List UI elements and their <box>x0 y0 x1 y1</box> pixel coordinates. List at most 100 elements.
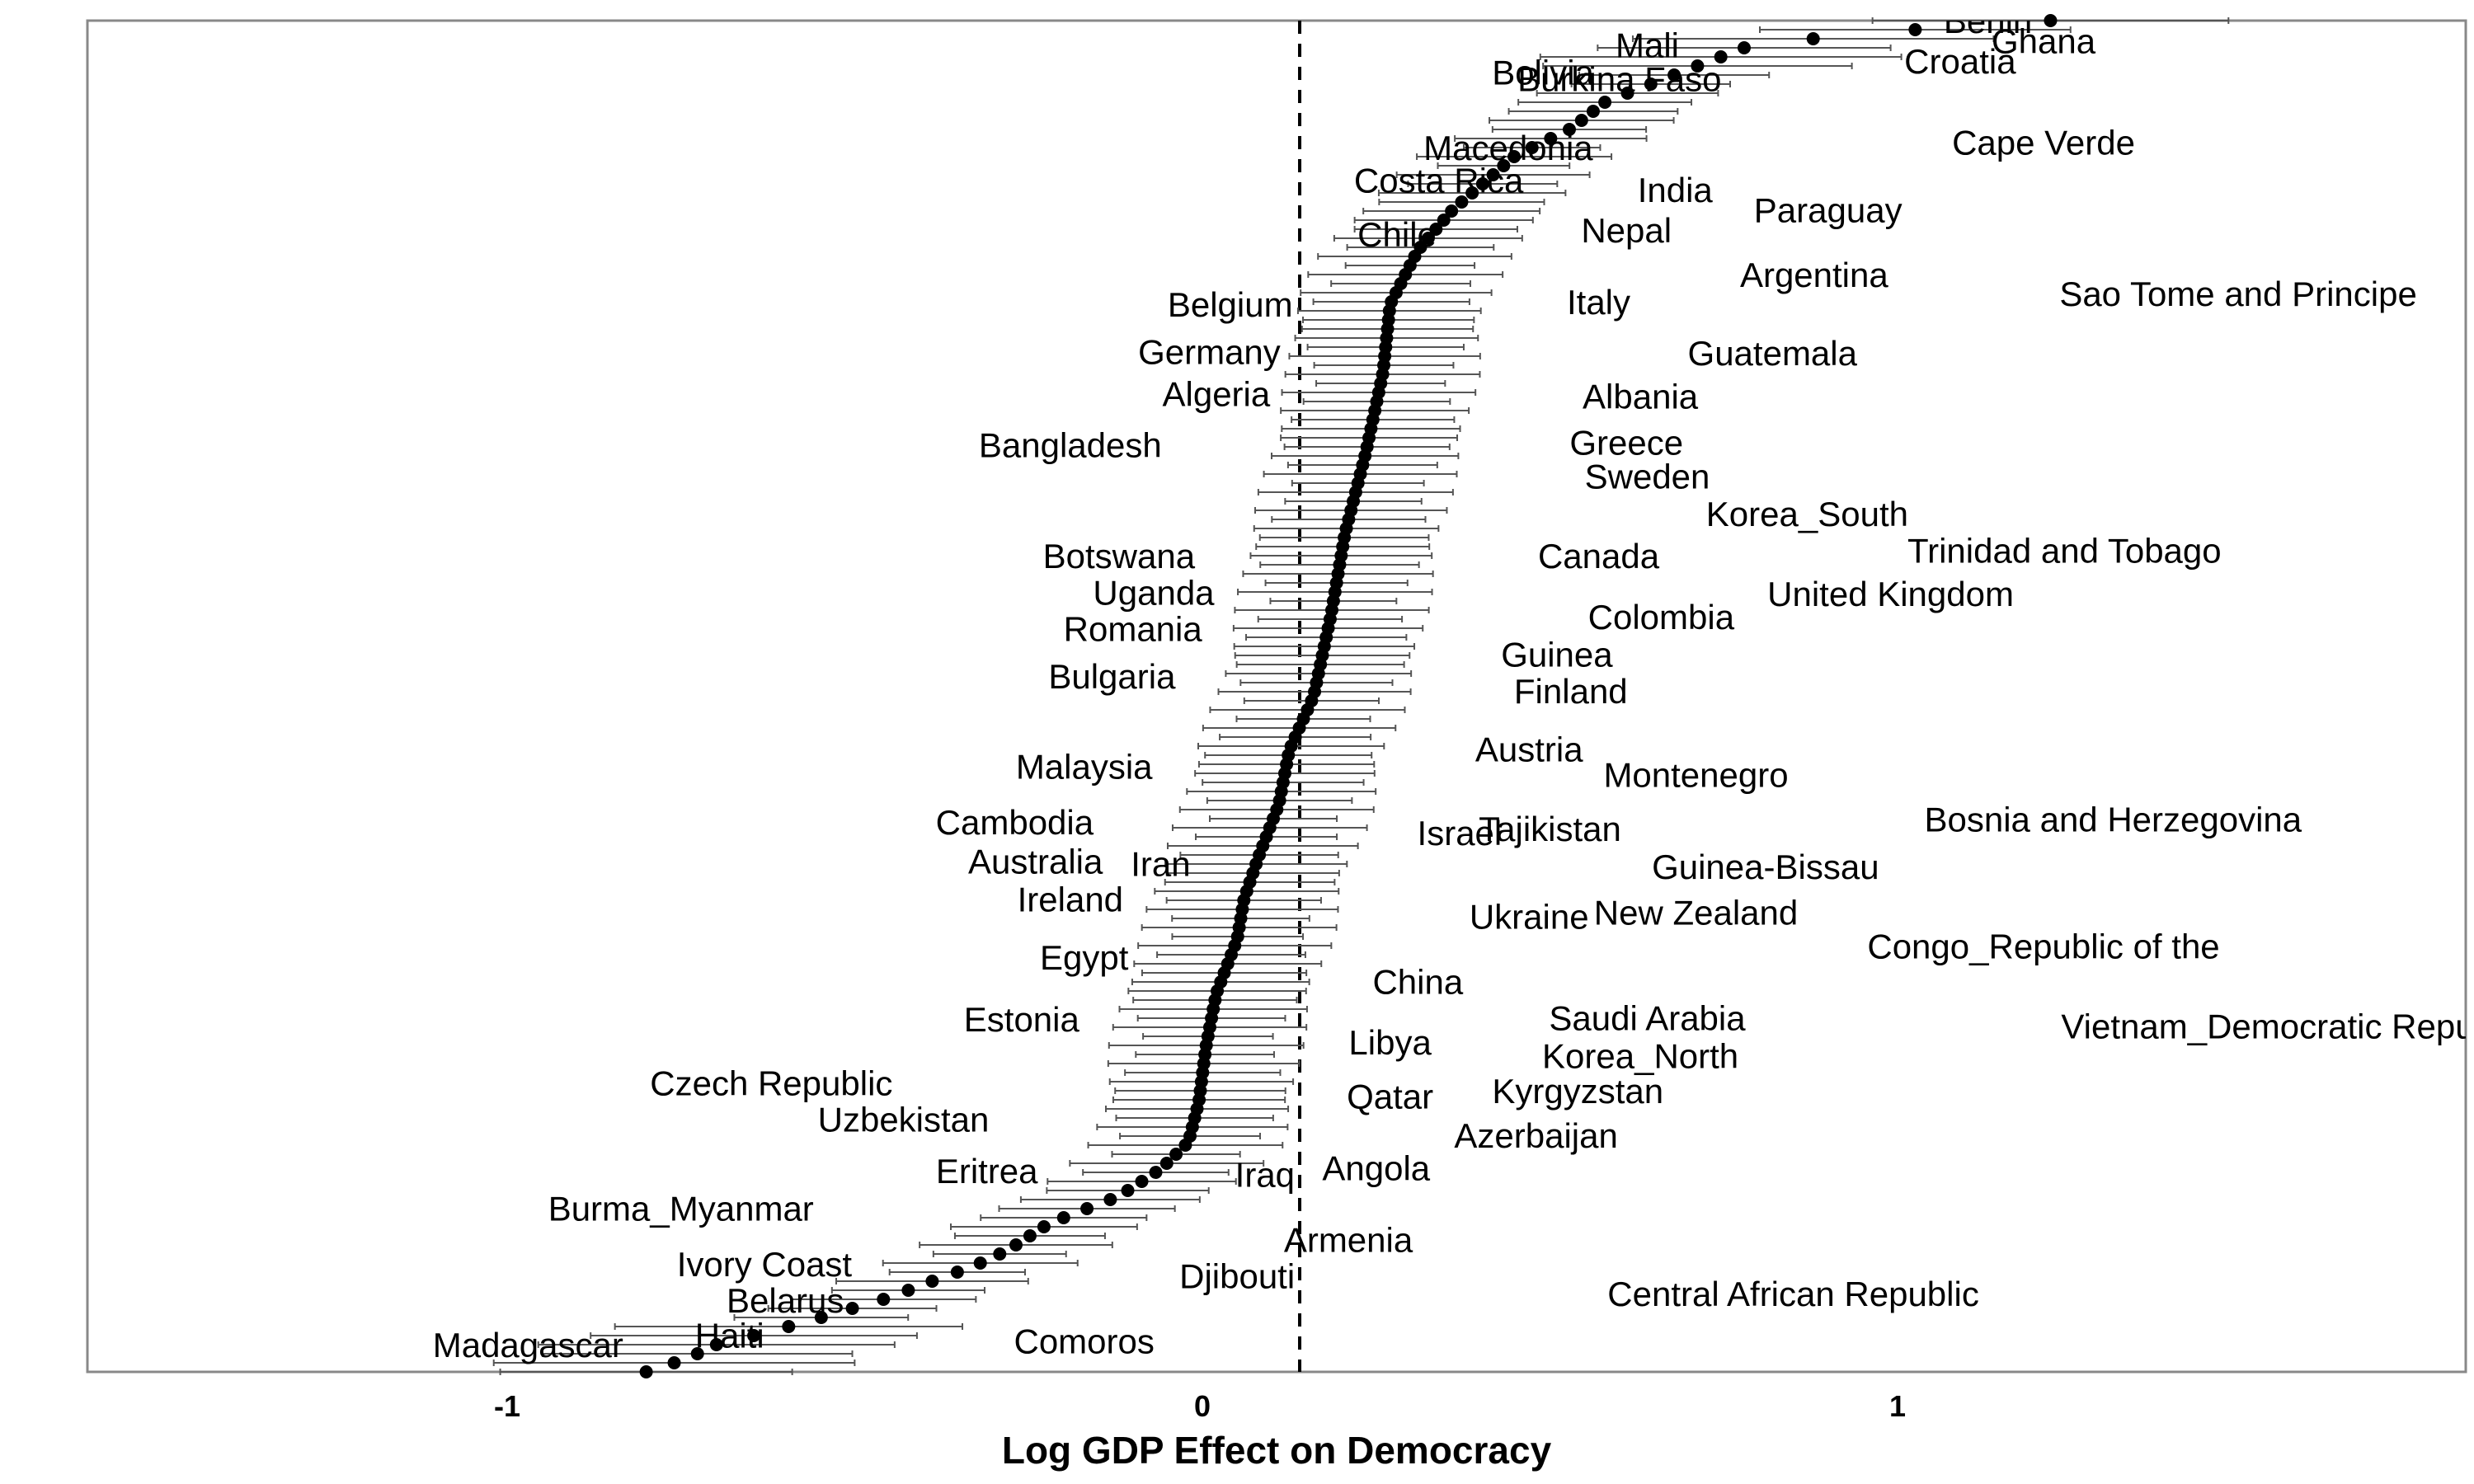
country-label: Romania <box>1064 610 1203 649</box>
point-estimate <box>1121 1184 1135 1197</box>
point-estimate <box>1445 204 1459 218</box>
country-label: Ukraine <box>1470 898 1589 937</box>
plot-frame <box>86 19 2467 1374</box>
country-label: Saudi Arabia <box>1549 999 1746 1038</box>
country-label: Guinea-Bissau <box>1652 848 1879 886</box>
x-axis-ticks: -1 0 1 <box>494 1389 1906 1423</box>
country-label: Tajikistan <box>1479 810 1621 848</box>
point-estimate <box>709 1338 723 1351</box>
country-label: Bosnia and Herzegovina <box>1925 801 2302 839</box>
country-label: China <box>1372 962 1463 1001</box>
country-label: Korea_South <box>1706 495 1908 533</box>
x-tick-label: 0 <box>1194 1389 1211 1423</box>
country-label: Angola <box>1322 1149 1430 1188</box>
country-label: United Kingdom <box>1767 575 2014 613</box>
point-estimate <box>1667 68 1681 82</box>
country-label: India <box>1638 171 1714 209</box>
point-estimate <box>1421 232 1435 245</box>
point-estimate <box>1737 41 1751 54</box>
point-estimate <box>1475 177 1489 190</box>
point-estimate <box>1525 141 1539 154</box>
country-label: Italy <box>1567 283 1630 322</box>
country-label: Guatemala <box>1688 334 1858 373</box>
point-estimate <box>845 1302 859 1315</box>
country-label: Bangladesh <box>979 426 1162 465</box>
country-label: New Zealand <box>1594 894 1798 932</box>
country-label: Central African Republic <box>1607 1275 1979 1313</box>
country-label: Benin <box>1944 2 2032 40</box>
point-estimate <box>1507 150 1522 163</box>
point-estimate <box>993 1247 1007 1261</box>
country-label: Czech Republic <box>650 1064 892 1102</box>
point-estimate <box>1056 1211 1070 1224</box>
point-estimate <box>667 1356 681 1369</box>
point-estimate <box>1644 77 1658 91</box>
point-estimate <box>1455 195 1469 209</box>
country-label: Nepal <box>1581 211 1672 250</box>
point-estimate <box>877 1293 891 1306</box>
country-label: Egypt <box>1040 938 1129 977</box>
country-label: Comoros <box>1014 1322 1154 1360</box>
point-estimate <box>1486 168 1500 181</box>
country-label: Vietnam_Democratic Republic <box>2061 1007 2474 1045</box>
country-label: Germany <box>1138 333 1281 372</box>
country-label: Estonia <box>964 1000 1080 1039</box>
country-label: Macedonia <box>1423 129 1593 167</box>
country-label: Israel <box>1418 814 1503 852</box>
country-label: Paraguay <box>1754 190 1903 229</box>
point-estimate <box>1135 1175 1149 1188</box>
country-label: Belarus <box>727 1281 844 1320</box>
point-estimate <box>1080 1202 1094 1215</box>
country-label: Uganda <box>1093 573 1215 612</box>
country-label: Eritrea <box>936 1152 1038 1190</box>
point-estimate <box>2044 14 2058 27</box>
country-label: Burma_Myanmar <box>548 1190 814 1228</box>
point-estimate <box>1806 32 1820 45</box>
country-label: Croatia <box>1904 42 2016 81</box>
point-estimate <box>1544 132 1558 145</box>
x-axis-title: Log GDP Effect on Democracy <box>1002 1429 1552 1472</box>
country-label: Malaysia <box>1016 748 1153 787</box>
point-estimate <box>1691 59 1705 73</box>
point-estimates <box>639 14 2058 1378</box>
country-label: Iran <box>1131 845 1190 884</box>
country-label: Canada <box>1538 537 1660 575</box>
x-tick-label: -1 <box>494 1389 520 1423</box>
country-label: Australia <box>968 842 1103 881</box>
country-label: Bolivia <box>1492 53 1594 92</box>
country-label: Algeria <box>1162 374 1270 413</box>
country-label: Montenegro <box>1603 756 1788 795</box>
country-label: Costa Rica <box>1354 161 1524 200</box>
point-estimate <box>950 1266 964 1279</box>
country-label: Iraq <box>1235 1156 1295 1195</box>
point-estimate <box>1497 159 1511 172</box>
country-label: Argentina <box>1740 256 1888 294</box>
country-label: Belgium <box>1168 285 1293 324</box>
country-label: Austria <box>1475 730 1583 768</box>
point-estimate <box>925 1275 939 1288</box>
country-label: Guinea <box>1501 636 1613 674</box>
country-label: Mali <box>1616 26 1679 65</box>
country-label: Bulgaria <box>1048 657 1176 696</box>
point-estimate <box>1149 1166 1163 1179</box>
point-estimate <box>1169 1148 1183 1161</box>
point-estimate <box>1413 241 1427 254</box>
country-label: Kyrgyzstan <box>1492 1072 1663 1111</box>
country-label: Djibouti <box>1179 1257 1295 1296</box>
point-estimate <box>1598 96 1612 109</box>
point-estimate <box>782 1320 796 1333</box>
point-estimate <box>1437 214 1451 227</box>
point-estimate <box>1562 123 1576 136</box>
country-label: Finland <box>1514 672 1628 711</box>
country-label: Sao Tome and Principe <box>2059 275 2417 313</box>
country-label: Ivory Coast <box>677 1245 853 1284</box>
country-label: Greece <box>1569 423 1683 462</box>
country-label: Korea_North <box>1542 1036 1738 1075</box>
point-estimate <box>1103 1193 1117 1206</box>
point-estimate <box>1159 1157 1174 1170</box>
point-estimate <box>1037 1220 1051 1233</box>
country-label: Congo_Republic of the <box>1867 928 2219 966</box>
point-estimate <box>901 1284 915 1297</box>
point-estimate <box>1023 1229 1037 1242</box>
